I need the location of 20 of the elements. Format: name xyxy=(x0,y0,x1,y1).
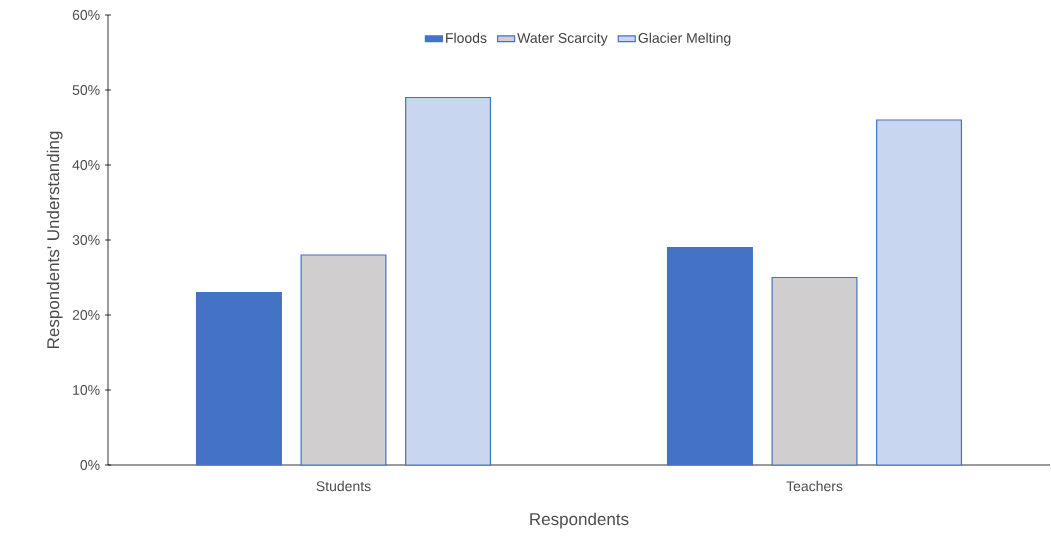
y-tick-label: 30% xyxy=(72,235,100,245)
bar xyxy=(300,254,387,466)
bar xyxy=(876,119,963,466)
y-tick-label: 0% xyxy=(80,460,100,470)
y-tick-label: 10% xyxy=(73,385,100,395)
x-tick-label: Students xyxy=(316,480,371,492)
x-tick-label: Teachers xyxy=(786,480,843,492)
legend-label: Glacier Melting xyxy=(638,32,731,46)
bar xyxy=(405,96,492,466)
legend-label: Water Scarcity xyxy=(517,32,608,46)
x-axis-title: Respondents xyxy=(530,512,629,529)
bar xyxy=(195,291,282,466)
y-tick-label: 60% xyxy=(72,10,100,20)
y-tick-label: 20% xyxy=(72,310,100,320)
y-tick-label: 40% xyxy=(72,160,100,170)
legend-label: Floods xyxy=(446,32,487,43)
y-axis-title: Respondents' Understanding xyxy=(46,131,63,348)
bar xyxy=(666,246,753,466)
bar xyxy=(771,276,858,466)
y-tick-label: 50% xyxy=(72,85,100,95)
